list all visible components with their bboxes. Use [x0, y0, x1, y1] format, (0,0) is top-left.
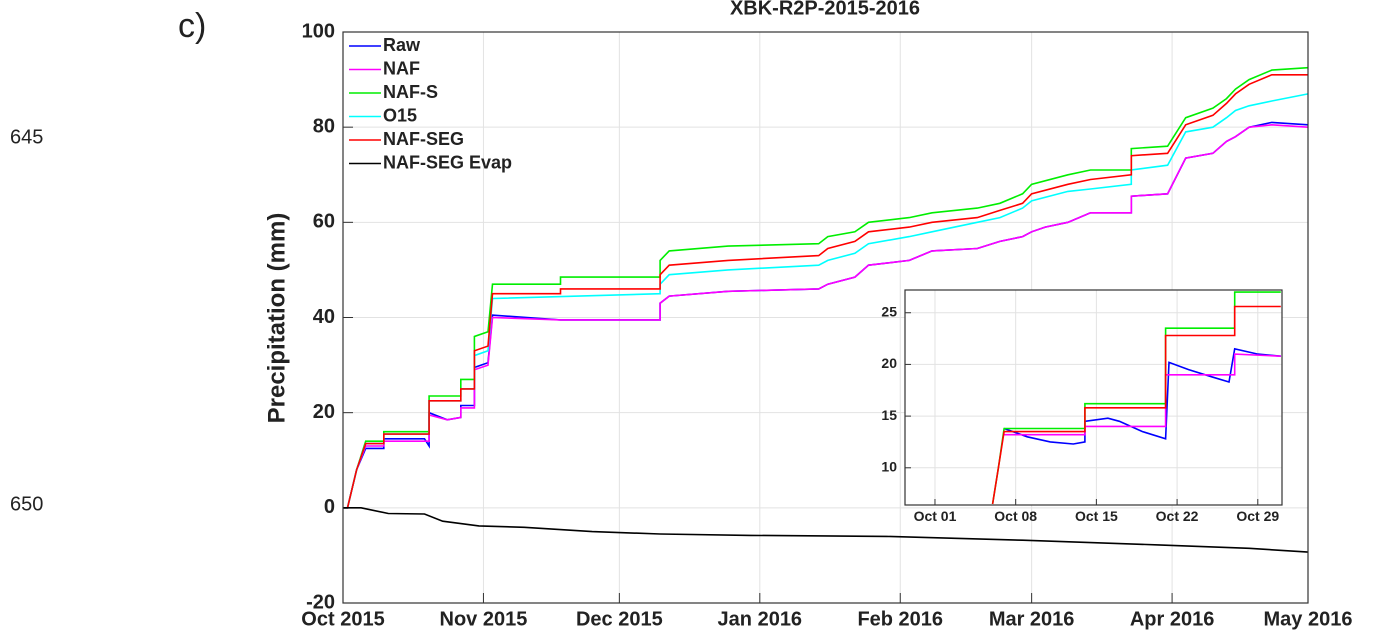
plot-frame [342, 31, 1309, 604]
x-tick-label: Feb 2016 [857, 608, 943, 630]
plot-frame [904, 289, 1283, 506]
y-tick-label: 40 [313, 306, 335, 328]
series-line [991, 305, 1281, 505]
x-tick-label: Oct 22 [1156, 508, 1199, 524]
y-tick-label: 60 [313, 211, 335, 233]
x-tick-label: Apr 2016 [1130, 608, 1215, 630]
x-tick-label: May 2016 [1264, 608, 1353, 630]
legend-label: NAF-SEG [383, 129, 464, 149]
plot-area [905, 290, 1282, 505]
y-tick-label: 20 [313, 401, 335, 423]
legend-label: NAF [383, 58, 420, 78]
line-number: 650 [10, 493, 43, 515]
series-line [343, 74, 1308, 509]
x-tick-label: Nov 2015 [440, 608, 528, 630]
legend-label: NAF-S [383, 82, 438, 102]
y-tick-label: 15 [881, 407, 897, 423]
legend-label: Raw [383, 35, 421, 55]
x-tick-label: Oct 15 [1075, 508, 1118, 524]
y-tick-label: -20 [306, 591, 335, 613]
series-line [343, 507, 1309, 553]
y-tick-label: 100 [302, 20, 335, 42]
legend-label: NAF-SEG Evap [383, 152, 512, 172]
x-tick-label: Oct 29 [1236, 508, 1279, 524]
x-tick-label: Dec 2015 [576, 608, 663, 630]
x-tick-label: Oct 01 [914, 508, 957, 524]
x-tick-label: Oct 08 [994, 508, 1037, 524]
line-number: 645 [10, 126, 43, 148]
y-tick-label: 10 [881, 458, 897, 474]
series-line [1003, 347, 1281, 445]
x-tick-label: Mar 2016 [989, 608, 1075, 630]
y-tick-label: 20 [881, 355, 897, 371]
y-tick-label: 25 [881, 303, 897, 319]
chart-title: XBK-R2P-2015-2016 [730, 0, 920, 19]
legend-label: O15 [383, 105, 417, 125]
y-axis-label: Precipitation (mm) [263, 213, 290, 424]
x-tick-label: Jan 2016 [718, 608, 803, 630]
y-tick-label: 0 [324, 496, 335, 518]
y-tick-label: 80 [313, 115, 335, 137]
panel-label: c) [178, 7, 206, 45]
x-tick-label: Oct 2015 [301, 608, 384, 630]
